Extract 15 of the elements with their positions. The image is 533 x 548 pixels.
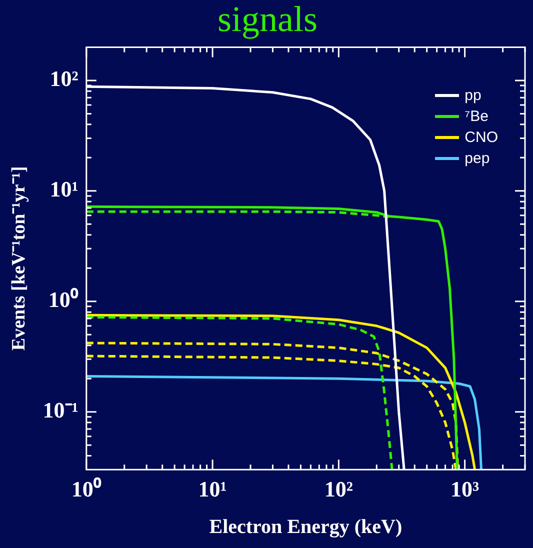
chart-title: signals [217, 0, 318, 40]
x-tick-label: 10² [324, 476, 354, 502]
y-tick-label: 10⁻¹ [42, 398, 78, 423]
legend-label: CNO [464, 128, 498, 148]
y-tick-label: 10⁰ [48, 287, 78, 312]
x-axis-title: Electron Energy (keV) [209, 516, 402, 538]
x-tick-label: 10⁰ [71, 476, 102, 502]
y-tick-label: 10² [50, 66, 79, 92]
legend-label: ⁷Be [464, 107, 488, 127]
y-axis-title: Events [keV⁻¹ton⁻¹yr⁻¹] [8, 166, 30, 351]
x-tick-label: 10³ [450, 476, 480, 502]
x-tick-label: 10¹ [198, 476, 227, 502]
y-tick-label: 10¹ [50, 176, 78, 202]
legend-label: pp [464, 86, 482, 106]
legend-label: pep [464, 149, 490, 169]
